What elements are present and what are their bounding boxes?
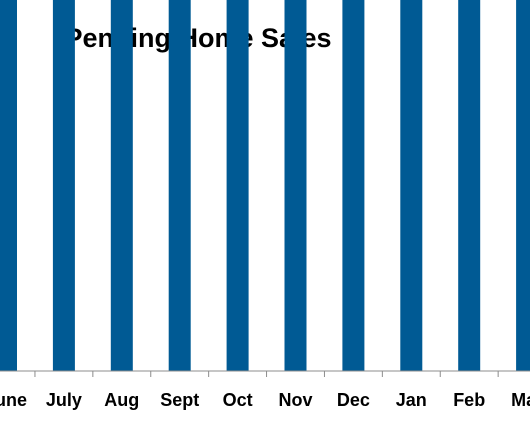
x-tick-label-aug: Aug [104,390,139,410]
x-tick-label-oct: Oct [223,390,253,410]
x-tick-label-dec: Dec [337,390,370,410]
bar-july [52,0,75,371]
bar-jan [400,0,423,371]
x-tick-label-mar: Mar [511,390,530,410]
x-tick-label-feb: Feb [453,390,485,410]
bar-oct [226,0,249,371]
x-tick-label-sept: Sept [160,390,199,410]
x-tick-label-nov: Nov [278,390,312,410]
bar-mar [516,0,530,371]
x-tick-label-june: June [0,390,27,410]
x-tick-label-jan: Jan [396,390,427,410]
bar-sept [168,0,191,371]
bar-june [0,0,17,371]
bar-nov [284,0,307,371]
x-labels-layer: June July Aug Sept Oct Nov Dec Jan Feb Mar [0,390,530,410]
bar-dec [342,0,365,371]
bars-layer [0,0,530,371]
x-tick-label-july: July [46,390,82,410]
bar-aug [110,0,133,371]
x-ticks-layer [34,371,499,377]
bar-feb [458,0,481,371]
